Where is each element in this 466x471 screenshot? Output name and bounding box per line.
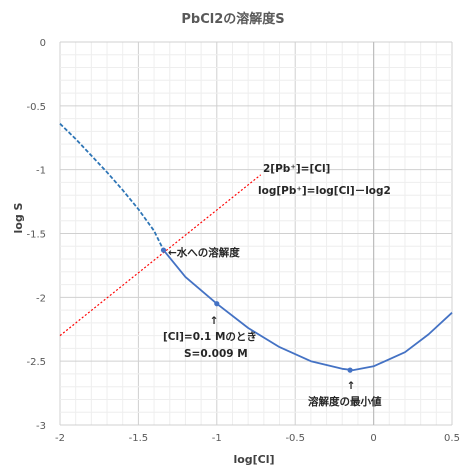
y-axis-label: log S <box>12 202 25 233</box>
chart-title: PbCl2の溶解度S <box>181 12 285 27</box>
y-tick-label: -0.5 <box>26 102 46 113</box>
x-tick-label: 0 <box>370 433 376 444</box>
x-tick-label: 0.5 <box>444 433 460 444</box>
annotation-line-eq-2: log[Pb⁺]=log[Cl]－log2 <box>258 185 391 197</box>
y-tick-label: -3 <box>36 421 46 432</box>
annotation-cl-label-2: S=0.009 M <box>184 348 248 360</box>
annotation-min-arrow: ↑ <box>347 380 356 392</box>
data-point <box>214 301 220 307</box>
x-tick-label: -2 <box>55 433 65 444</box>
x-tick-label: -1 <box>212 433 222 444</box>
annotation-line-eq-1: 2[Pb⁺]=[Cl] <box>263 163 330 175</box>
series-line-dashed <box>59 123 165 251</box>
data-point <box>347 367 353 373</box>
y-tick-label: -1 <box>36 166 46 177</box>
grid <box>59 41 453 426</box>
data-points <box>160 247 353 373</box>
series-lines <box>59 123 453 371</box>
series-line-solid <box>162 249 453 371</box>
annotation-cl-arrow: ↑ <box>210 315 219 327</box>
data-point <box>160 247 167 253</box>
series-line-dotted <box>59 174 262 337</box>
y-tick-label: -1.5 <box>26 230 46 241</box>
tick-labels: -2 -1.5 -1 -0.5 0 0.5 0 -0.5 -1 -1.5 -2 -2.5 -3 <box>26 38 459 444</box>
x-tick-label: -1.5 <box>129 433 149 444</box>
y-tick-label: -2 <box>36 293 46 304</box>
x-axis-label: log[Cl] <box>233 453 274 466</box>
y-tick-label: -2.5 <box>26 357 46 368</box>
y-tick-label: 0 <box>40 38 46 49</box>
x-tick-label: -0.5 <box>285 433 305 444</box>
annotation-cl-label-1: [Cl]=0.1 Mのとき <box>163 331 257 343</box>
annotation-water-solubility: ←水への溶解度 <box>168 246 240 259</box>
annotation-min-label: 溶解度の最小値 <box>308 395 382 408</box>
